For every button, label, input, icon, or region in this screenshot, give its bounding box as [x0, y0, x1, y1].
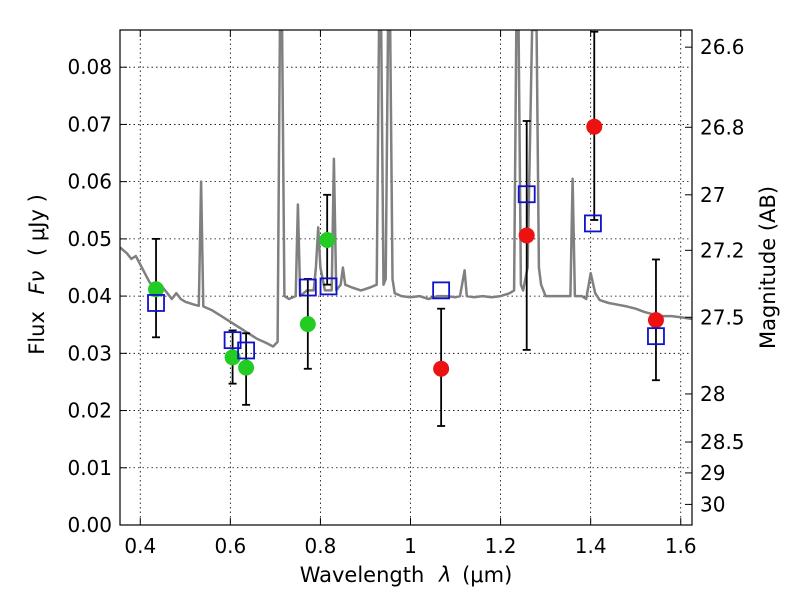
- magnitude-tick-label: 28: [700, 382, 725, 406]
- magnitude-tick-label: 29: [700, 461, 725, 485]
- axis-ticks: [120, 30, 692, 526]
- model-band-square: [223, 331, 242, 350]
- x-axis-title: Wavelength λ (μm): [300, 563, 513, 587]
- data-point-circle: [224, 349, 241, 366]
- tick-labels: 0.4 0.6 0.8 1 1.2 1.4 1.6 0.00 0.01 0.02 0.03 0.04 0…: [67, 35, 744, 558]
- spectrum-line: [120, 30, 692, 348]
- y-tick-label: 0.03: [67, 341, 112, 365]
- x-tick-label: 1.2: [485, 534, 517, 558]
- data-point-circle: [433, 360, 450, 377]
- data-markers: [147, 118, 665, 377]
- magnitude-tick-label: 27.2: [700, 238, 745, 262]
- model-band-square: [517, 185, 536, 204]
- model-band-square: [147, 294, 165, 312]
- y-tick-label: 0.06: [67, 170, 112, 194]
- model-band-square: [298, 278, 317, 297]
- x-tick-label: 0.4: [124, 534, 156, 558]
- data-point-circle: [319, 232, 336, 249]
- x-tick-label: 0.8: [305, 534, 337, 558]
- error-bars: [152, 30, 660, 427]
- magnitude-tick-label: 30: [700, 492, 725, 516]
- x-tick-label: 1.4: [575, 534, 607, 558]
- y-axis-left-unit: ( μJy ): [25, 194, 49, 256]
- y-tick-label: 0.07: [67, 112, 112, 136]
- y-tick-label: 0.01: [67, 456, 112, 480]
- y-axis-left-title: Flux Fν ( μJy ): [25, 194, 49, 355]
- magnitude-tick-label: 27.5: [700, 305, 745, 329]
- y-axis-left-symbol: Fν: [25, 270, 49, 294]
- model-band-square: [237, 341, 256, 360]
- x-axis-label: Wavelength: [300, 563, 425, 587]
- y-tick-label: 0.04: [67, 284, 112, 308]
- magnitude-tick-label: 27: [700, 183, 725, 207]
- magnitude-tick-label: 28.5: [700, 430, 745, 454]
- y-axis-left-label: Flux: [25, 311, 49, 355]
- y-tick-label: 0.08: [67, 55, 112, 79]
- magnitude-tick-label: 26.6: [700, 35, 745, 59]
- x-axis-unit: (μm): [462, 563, 512, 587]
- data-point-circle: [238, 359, 255, 376]
- y-axis-right-title: Magnitude (AB): [756, 186, 780, 349]
- data-point-circle: [647, 312, 664, 329]
- model-band-square: [319, 277, 338, 296]
- x-tick-label: 1: [404, 534, 417, 558]
- y-tick-label: 0.02: [67, 399, 112, 423]
- plot-frame: [119, 29, 693, 526]
- model-band-square: [584, 214, 602, 233]
- magnitude-tick-label: 26.8: [700, 115, 745, 139]
- data-point-circle: [299, 316, 316, 333]
- data-point-circle: [148, 281, 165, 298]
- data-point-circle: [586, 118, 603, 135]
- grid: [120, 30, 692, 525]
- x-tick-label: 1.6: [665, 534, 697, 558]
- y-tick-label: 0.05: [67, 227, 112, 251]
- x-tick-label: 0.6: [214, 534, 246, 558]
- model-band-square: [647, 327, 665, 346]
- data-point-circle: [518, 227, 535, 244]
- x-axis-symbol: λ: [438, 563, 451, 587]
- model-band-square: [432, 281, 451, 300]
- y-tick-label: 0.00: [67, 513, 112, 537]
- model-spectrum: [120, 30, 692, 348]
